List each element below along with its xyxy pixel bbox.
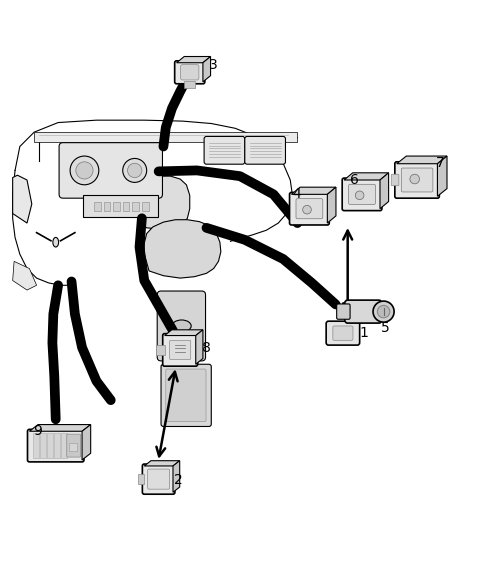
Circle shape	[123, 158, 147, 182]
FancyBboxPatch shape	[333, 326, 353, 341]
Polygon shape	[29, 425, 91, 431]
Circle shape	[410, 174, 420, 184]
Polygon shape	[437, 156, 447, 196]
FancyBboxPatch shape	[83, 195, 157, 217]
FancyBboxPatch shape	[67, 434, 81, 457]
Polygon shape	[12, 175, 32, 223]
FancyBboxPatch shape	[204, 136, 245, 164]
Ellipse shape	[172, 320, 191, 332]
FancyBboxPatch shape	[59, 142, 162, 198]
Polygon shape	[203, 57, 211, 82]
Polygon shape	[165, 330, 203, 335]
Polygon shape	[144, 461, 180, 466]
FancyBboxPatch shape	[157, 291, 205, 361]
FancyBboxPatch shape	[395, 162, 439, 198]
FancyBboxPatch shape	[54, 433, 60, 458]
Polygon shape	[380, 173, 389, 209]
Polygon shape	[138, 176, 190, 229]
Text: 1: 1	[360, 326, 369, 340]
FancyBboxPatch shape	[342, 178, 382, 210]
FancyBboxPatch shape	[113, 201, 120, 211]
Polygon shape	[177, 57, 211, 63]
Text: 3: 3	[209, 58, 217, 72]
Text: 2: 2	[174, 473, 183, 487]
FancyBboxPatch shape	[163, 334, 198, 366]
Polygon shape	[327, 187, 336, 223]
Text: 8: 8	[202, 341, 211, 355]
FancyBboxPatch shape	[33, 433, 39, 458]
FancyBboxPatch shape	[175, 61, 205, 84]
FancyBboxPatch shape	[27, 429, 84, 462]
FancyBboxPatch shape	[47, 433, 53, 458]
FancyBboxPatch shape	[348, 185, 375, 204]
Circle shape	[70, 156, 99, 185]
FancyBboxPatch shape	[123, 201, 130, 211]
FancyBboxPatch shape	[391, 174, 399, 186]
FancyBboxPatch shape	[40, 433, 46, 458]
Circle shape	[76, 162, 93, 179]
Circle shape	[303, 205, 312, 214]
Polygon shape	[12, 261, 36, 290]
FancyBboxPatch shape	[401, 168, 433, 192]
Polygon shape	[291, 187, 336, 194]
FancyBboxPatch shape	[184, 81, 195, 88]
Circle shape	[355, 191, 364, 200]
Polygon shape	[344, 173, 389, 180]
FancyBboxPatch shape	[148, 469, 169, 489]
FancyBboxPatch shape	[326, 321, 360, 345]
Polygon shape	[397, 156, 447, 164]
FancyBboxPatch shape	[94, 201, 101, 211]
Polygon shape	[82, 425, 91, 460]
Text: 7: 7	[436, 157, 445, 170]
Ellipse shape	[53, 237, 59, 247]
Polygon shape	[173, 461, 180, 493]
FancyBboxPatch shape	[161, 364, 211, 426]
Polygon shape	[34, 132, 298, 142]
FancyBboxPatch shape	[180, 65, 199, 80]
FancyBboxPatch shape	[142, 201, 149, 211]
Text: 5: 5	[381, 321, 390, 335]
FancyBboxPatch shape	[156, 345, 165, 355]
Circle shape	[377, 305, 390, 318]
FancyBboxPatch shape	[169, 341, 191, 360]
FancyBboxPatch shape	[132, 201, 139, 211]
FancyBboxPatch shape	[138, 475, 144, 484]
Polygon shape	[196, 330, 203, 364]
FancyBboxPatch shape	[289, 192, 329, 225]
FancyBboxPatch shape	[143, 464, 175, 494]
Text: 9: 9	[33, 424, 42, 438]
FancyBboxPatch shape	[245, 136, 286, 164]
FancyBboxPatch shape	[60, 433, 67, 458]
Polygon shape	[144, 220, 221, 278]
FancyBboxPatch shape	[345, 300, 382, 323]
Circle shape	[128, 163, 142, 178]
Text: 4: 4	[293, 187, 301, 201]
FancyBboxPatch shape	[104, 201, 110, 211]
FancyBboxPatch shape	[69, 443, 77, 452]
Circle shape	[373, 301, 394, 322]
Text: 6: 6	[350, 173, 359, 187]
FancyBboxPatch shape	[166, 369, 206, 422]
FancyBboxPatch shape	[336, 304, 350, 319]
FancyBboxPatch shape	[296, 199, 323, 219]
